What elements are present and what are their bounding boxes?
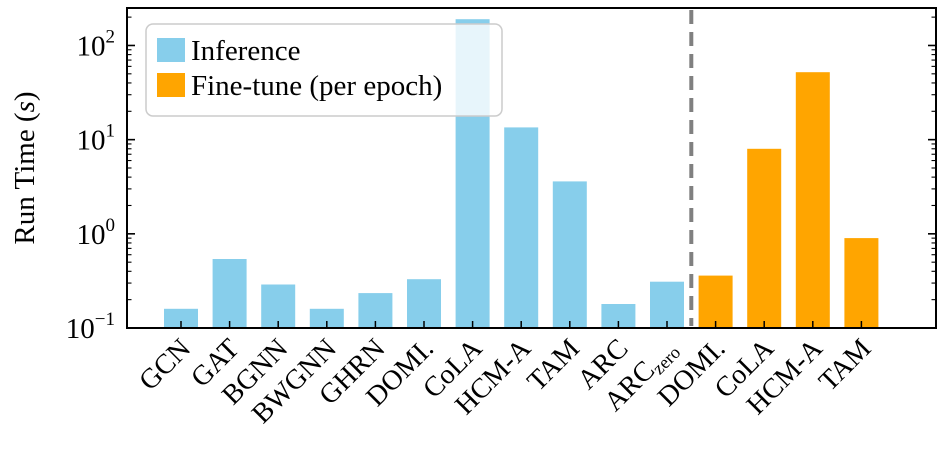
bar-finetune-tam bbox=[844, 238, 879, 328]
y-tick-label: 100 bbox=[77, 215, 116, 251]
y-axis-label: Run Time (s) bbox=[9, 91, 41, 244]
bar-inference-gcn bbox=[164, 308, 198, 328]
x-tick-label: TAM bbox=[521, 333, 585, 397]
y-tick-label: 101 bbox=[77, 121, 116, 157]
bar-inference-tam bbox=[552, 181, 587, 328]
bar-finetune-domi bbox=[698, 275, 733, 328]
y-axis: 10−1 100 101 102 bbox=[66, 16, 936, 345]
bar-inference-gat bbox=[212, 259, 247, 328]
y-tick-label: 10−1 bbox=[66, 309, 115, 345]
legend-swatch-finetune bbox=[157, 73, 185, 97]
bar-finetune-cola bbox=[747, 148, 782, 328]
x-tick-label: GCN bbox=[133, 333, 197, 397]
legend: Inference Fine-tune (per epoch) bbox=[145, 23, 503, 117]
bar-inference-domi bbox=[407, 279, 441, 328]
x-tick-label: TAM bbox=[813, 333, 877, 397]
bar-inference-bwgnn bbox=[309, 308, 344, 328]
legend-label-finetune: Fine-tune (per epoch) bbox=[191, 70, 442, 102]
legend-box bbox=[145, 23, 503, 117]
bar-finetune-hcma bbox=[795, 72, 830, 328]
legend-label-inference: Inference bbox=[191, 35, 300, 67]
x-axis: GCNGATBGNNBWGNNGHRNDOMI.CoLAHCM-ATAMARCA… bbox=[133, 321, 877, 430]
legend-swatch-inference bbox=[157, 38, 185, 62]
bar-inference-bgnn bbox=[261, 284, 296, 328]
bar-inference-arc-zero bbox=[650, 281, 684, 328]
bar-inference-hcma bbox=[504, 127, 539, 329]
y-tick-label: 102 bbox=[77, 26, 116, 62]
